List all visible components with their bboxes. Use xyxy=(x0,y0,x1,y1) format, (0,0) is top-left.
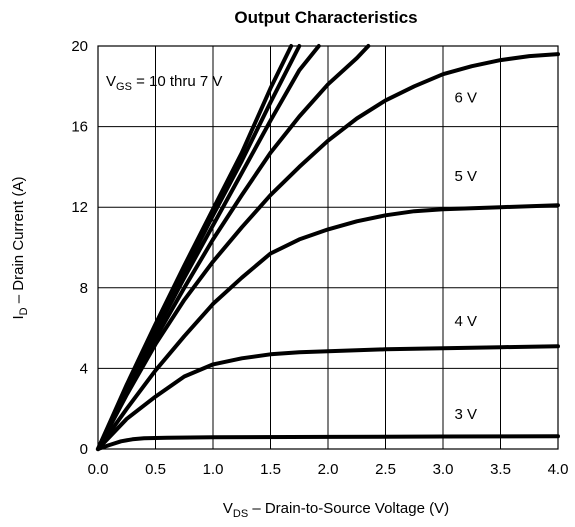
y-tick-label: 12 xyxy=(71,199,88,216)
series-labels: 6 V 5 V 4 V 3 V xyxy=(455,89,478,422)
x-tick-label: 4.0 xyxy=(548,461,569,478)
series-line-3 xyxy=(96,44,321,451)
annotation-sub: GS xyxy=(116,81,132,93)
series-line-4 xyxy=(96,44,371,451)
xlabel-sub: DS xyxy=(233,508,248,520)
chart-title: Output Characteristics xyxy=(234,8,417,27)
x-tick-label: 3.0 xyxy=(433,461,454,478)
series-line-6 xyxy=(96,203,560,451)
series-label: 6 V xyxy=(455,89,478,106)
y-tick-label: 8 xyxy=(80,280,88,297)
y-tick-label: 0 xyxy=(80,441,88,458)
ylabel-sub: D xyxy=(18,307,30,315)
x-axis-label: VDS – Drain-to-Source Voltage (V) xyxy=(223,500,449,520)
vgs-annotation: VGS = 10 thru 7 V xyxy=(106,73,222,93)
y-tick-label: 20 xyxy=(71,38,88,55)
x-tick-labels: 0.0 0.5 1.0 1.5 2.0 2.5 3.0 3.5 4.0 xyxy=(88,461,569,478)
x-tick-label: 2.5 xyxy=(375,461,396,478)
x-tick-label: 0.5 xyxy=(145,461,166,478)
series-label: 5 V xyxy=(455,168,478,185)
y-axis-label: ID – Drain Current (A) xyxy=(10,177,30,320)
y-tick-labels: 0 4 8 12 16 20 xyxy=(71,38,88,458)
series-line-8 xyxy=(96,434,560,451)
plot-frame xyxy=(97,45,559,450)
ylabel-main: I xyxy=(10,315,27,319)
y-tick-label: 16 xyxy=(71,119,88,136)
series-label: 4 V xyxy=(455,313,478,330)
x-tick-label: 2.0 xyxy=(318,461,339,478)
x-tick-label: 3.5 xyxy=(490,461,511,478)
x-tick-label: 1.0 xyxy=(203,461,224,478)
annotation-rest: = 10 thru 7 V xyxy=(132,73,222,90)
xlabel-rest: – Drain-to-Source Voltage (V) xyxy=(248,500,449,517)
x-tick-label: 0.0 xyxy=(88,461,109,478)
annotation-main: V xyxy=(106,73,116,90)
ylabel-rest: – Drain Current (A) xyxy=(10,177,27,308)
y-tick-label: 4 xyxy=(80,360,88,377)
series-label: 3 V xyxy=(455,406,478,423)
series-line-5 xyxy=(96,52,560,451)
series-lines xyxy=(96,44,560,451)
series-line-7 xyxy=(96,344,560,451)
xlabel-main: V xyxy=(223,500,233,517)
x-tick-label: 1.5 xyxy=(260,461,281,478)
